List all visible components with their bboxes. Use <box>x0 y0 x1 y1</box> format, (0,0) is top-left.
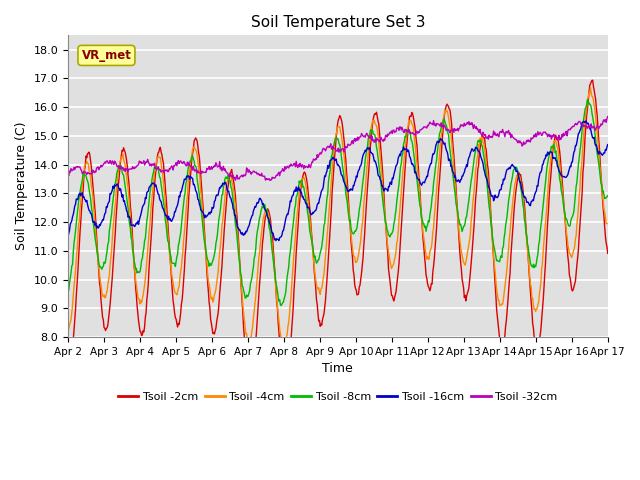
Tsoil -8cm <box>129 250 137 256</box>
Tsoil -16cm <box>184 173 192 179</box>
Tsoil -16cm <box>404 147 412 153</box>
Line: Tsoil -16cm: Tsoil -16cm <box>68 121 608 240</box>
Tsoil -2cm <box>604 251 612 256</box>
Tsoil -32cm <box>129 166 137 171</box>
Tsoil -8cm <box>420 221 428 227</box>
Tsoil -16cm <box>213 192 221 198</box>
Tsoil -4cm <box>604 221 612 227</box>
Tsoil -32cm <box>184 162 192 168</box>
Tsoil -8cm <box>604 193 612 199</box>
Tsoil -4cm <box>64 327 72 333</box>
Tsoil -4cm <box>184 180 192 186</box>
Line: Tsoil -8cm: Tsoil -8cm <box>68 100 608 305</box>
Tsoil -32cm <box>404 129 412 134</box>
Tsoil -16cm <box>64 233 72 239</box>
Tsoil -32cm <box>64 171 72 177</box>
Tsoil -2cm <box>589 77 596 83</box>
Tsoil -2cm <box>64 354 72 360</box>
Line: Tsoil -32cm: Tsoil -32cm <box>68 117 608 180</box>
Tsoil -4cm <box>129 252 137 257</box>
Tsoil -16cm <box>272 238 280 243</box>
Title: Soil Temperature Set 3: Soil Temperature Set 3 <box>251 15 425 30</box>
Tsoil -4cm <box>74 237 82 243</box>
Tsoil -2cm <box>404 128 412 134</box>
Tsoil -8cm <box>74 205 82 211</box>
Legend: Tsoil -2cm, Tsoil -4cm, Tsoil -8cm, Tsoil -16cm, Tsoil -32cm: Tsoil -2cm, Tsoil -4cm, Tsoil -8cm, Tsoi… <box>114 388 562 407</box>
Line: Tsoil -4cm: Tsoil -4cm <box>68 87 608 349</box>
Tsoil -8cm <box>277 302 285 308</box>
Tsoil -32cm <box>74 164 82 169</box>
Tsoil -2cm <box>184 207 192 213</box>
Tsoil -16cm <box>604 142 612 147</box>
Tsoil -8cm <box>404 127 412 132</box>
Tsoil -2cm <box>420 243 428 249</box>
Text: VR_met: VR_met <box>81 49 131 62</box>
Tsoil -2cm <box>74 270 82 276</box>
Tsoil -16cm <box>129 222 137 228</box>
Tsoil -32cm <box>604 114 612 120</box>
Tsoil -8cm <box>213 237 221 242</box>
Tsoil -4cm <box>420 235 428 240</box>
Tsoil -4cm <box>587 84 595 90</box>
Tsoil -4cm <box>280 347 287 352</box>
Tsoil -8cm <box>584 97 591 103</box>
Tsoil -16cm <box>420 180 428 185</box>
Tsoil -32cm <box>420 124 428 130</box>
Tsoil -4cm <box>213 280 221 286</box>
Tsoil -32cm <box>213 161 221 167</box>
Tsoil -16cm <box>582 118 590 124</box>
Tsoil -32cm <box>266 178 274 183</box>
Tsoil -2cm <box>129 249 137 254</box>
Tsoil -4cm <box>404 124 412 130</box>
Tsoil -8cm <box>64 289 72 295</box>
X-axis label: Time: Time <box>323 362 353 375</box>
Tsoil -2cm <box>213 319 221 325</box>
Tsoil -2cm <box>282 382 289 388</box>
Tsoil -8cm <box>184 166 192 171</box>
Y-axis label: Soil Temperature (C): Soil Temperature (C) <box>15 122 28 251</box>
Line: Tsoil -2cm: Tsoil -2cm <box>68 80 608 385</box>
Tsoil -16cm <box>74 197 82 203</box>
